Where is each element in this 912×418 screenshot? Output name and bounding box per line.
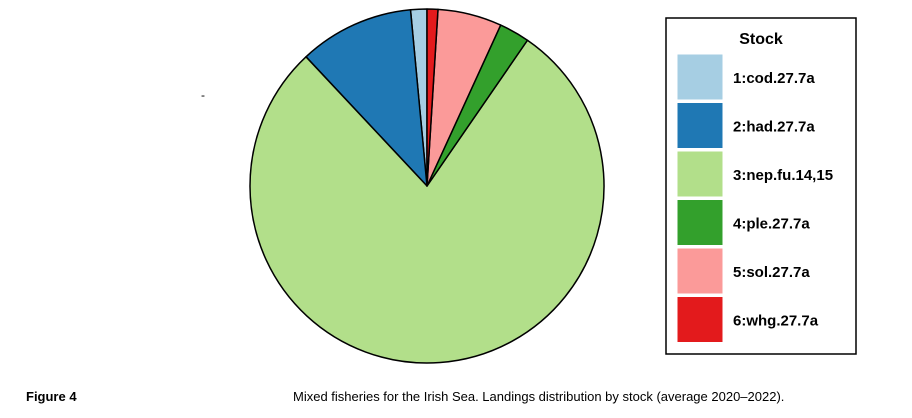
figure-label: Figure 4 (26, 389, 77, 404)
legend-label-2: 2:had.27.7a (733, 119, 815, 136)
legend-title: Stock (739, 31, 783, 48)
figure-caption: Mixed fisheries for the Irish Sea. Landi… (293, 389, 785, 404)
legend-key-2 (676, 102, 724, 149)
stray-mark: - (201, 88, 205, 102)
legend-key-5 (676, 247, 724, 295)
legend-key-6 (676, 296, 724, 343)
legend-key-3 (676, 150, 724, 198)
legend-label-3: 3:nep.fu.14,15 (733, 167, 833, 184)
legend-key-1 (676, 53, 724, 101)
legend: Stock 1:cod.27.7a 2:had.27.7a 3:nep.fu.14,… (665, 17, 857, 355)
legend-key-4 (676, 199, 724, 246)
legend-label-1: 1:cod.27.7a (733, 70, 815, 87)
pie-slice-2 (305, 9, 428, 187)
legend-label-5: 5:sol.27.7a (733, 264, 810, 281)
pie-slices (249, 8, 605, 364)
pie-slice-6 (426, 8, 439, 187)
pie-slice-3 (249, 39, 605, 364)
pie-chart: Stock 1:cod.27.7a 2:had.27.7a 3:nep.fu.14,… (249, 8, 857, 364)
legend-label-4: 4:ple.27.7a (733, 216, 810, 233)
legend-label-6: 6:whg.27.7a (733, 313, 819, 330)
